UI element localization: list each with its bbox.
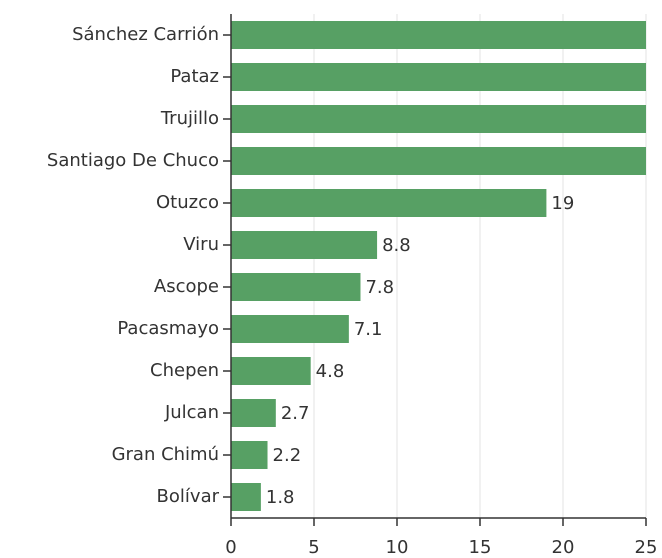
y-tick-label: Santiago De Chuco bbox=[47, 150, 219, 171]
bar bbox=[231, 483, 261, 511]
x-tick-label: 25 bbox=[635, 537, 658, 558]
y-tick-label: Ascope bbox=[154, 276, 219, 297]
y-tick-label: Trujillo bbox=[160, 108, 219, 129]
y-tick-label: Pataz bbox=[170, 66, 219, 87]
data-label: 7.8 bbox=[365, 277, 394, 298]
data-label: 19 bbox=[551, 193, 574, 214]
bar bbox=[231, 273, 361, 301]
bar bbox=[231, 399, 276, 427]
bar bbox=[231, 21, 646, 49]
y-tick-label: Chepen bbox=[150, 360, 219, 381]
bar bbox=[231, 147, 646, 175]
data-label: 4.8 bbox=[316, 361, 345, 382]
x-tick-label: 5 bbox=[308, 537, 319, 558]
x-tick-label: 15 bbox=[469, 537, 492, 558]
data-label: 8.8 bbox=[382, 235, 411, 256]
bar bbox=[231, 441, 268, 469]
y-tick-label: Bolívar bbox=[157, 486, 220, 507]
y-tick-label: Pacasmayo bbox=[117, 318, 219, 339]
bar bbox=[231, 357, 311, 385]
bar bbox=[231, 189, 547, 217]
x-tick-label: 10 bbox=[386, 537, 409, 558]
bar bbox=[231, 231, 378, 259]
data-label: 2.2 bbox=[273, 445, 302, 466]
y-tick-label: Julcan bbox=[164, 402, 219, 423]
data-label: 2.7 bbox=[281, 403, 310, 424]
y-tick-label: Sánchez Carrión bbox=[72, 24, 219, 45]
y-tick-label: Otuzco bbox=[156, 192, 219, 213]
data-label: 7.1 bbox=[354, 319, 383, 340]
x-tick-label: 0 bbox=[225, 537, 236, 558]
bar bbox=[231, 105, 646, 133]
bar bbox=[231, 315, 349, 343]
data-label: 1.8 bbox=[266, 487, 295, 508]
x-tick-label: 20 bbox=[552, 537, 575, 558]
y-tick-label: Gran Chimú bbox=[112, 444, 219, 465]
bar bbox=[231, 63, 646, 91]
y-tick-label: Viru bbox=[183, 234, 219, 255]
